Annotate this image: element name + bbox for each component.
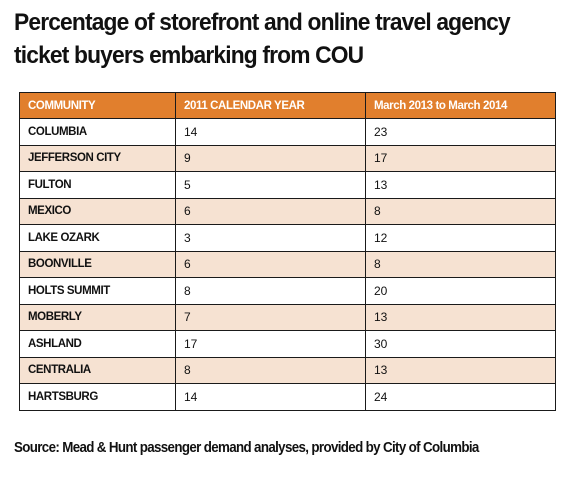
value-2013-2014-cell: 17 (365, 144, 556, 172)
value-2013-2014-cell: 8 (365, 250, 556, 278)
community-cell: CENTRALIA (19, 356, 176, 384)
data-table: COMMUNITY 2011 CALENDAR YEAR March 2013 … (19, 92, 556, 411)
value-2011-cell: 7 (175, 303, 366, 331)
value-2011-cell: 8 (175, 277, 366, 305)
value-2011-cell: 5 (175, 171, 366, 199)
table-row: HARTSBURG 14 24 (19, 383, 556, 411)
value-2011-cell: 9 (175, 144, 366, 172)
page-title: Percentage of storefront and online trav… (14, 6, 524, 72)
table-row: MEXICO 6 8 (19, 197, 556, 225)
value-2013-2014-cell: 24 (365, 383, 556, 411)
table-row: FULTON 5 13 (19, 171, 556, 199)
title-line-2: ticket buyers embarking from COU (14, 42, 364, 69)
value-2013-2014-cell: 23 (365, 118, 556, 146)
community-cell: BOONVILLE (19, 250, 176, 278)
value-2013-2014-cell: 13 (365, 356, 556, 384)
value-2011-cell: 6 (175, 197, 366, 225)
table-row: COLUMBIA 14 23 (19, 118, 556, 146)
community-cell: COLUMBIA (19, 118, 176, 146)
value-2013-2014-cell: 12 (365, 224, 556, 252)
table-row: HOLTS SUMMIT 8 20 (19, 277, 556, 305)
table-row: MOBERLY 7 13 (19, 303, 556, 331)
value-2011-cell: 6 (175, 250, 366, 278)
value-2011-cell: 14 (175, 118, 366, 146)
column-header-community: COMMUNITY (19, 92, 176, 119)
value-2013-2014-cell: 20 (365, 277, 556, 305)
table-row: LAKE OZARK 3 12 (19, 224, 556, 252)
column-header-2011: 2011 CALENDAR YEAR (175, 92, 366, 119)
community-cell: HARTSBURG (19, 383, 176, 411)
table-row: CENTRALIA 8 13 (19, 356, 556, 384)
community-cell: HOLTS SUMMIT (19, 277, 176, 305)
header-row: COMMUNITY 2011 CALENDAR YEAR March 2013 … (19, 92, 556, 119)
value-2013-2014-cell: 13 (365, 303, 556, 331)
value-2011-cell: 3 (175, 224, 366, 252)
community-cell: MOBERLY (19, 303, 176, 331)
title-line-1: Percentage of storefront and online trav… (14, 9, 511, 36)
community-cell: FULTON (19, 171, 176, 199)
value-2013-2014-cell: 13 (365, 171, 556, 199)
value-2011-cell: 14 (175, 383, 366, 411)
community-cell: JEFFERSON CITY (19, 144, 176, 172)
community-cell: LAKE OZARK (19, 224, 176, 252)
table-row: JEFFERSON CITY 9 17 (19, 144, 556, 172)
table-row: BOONVILLE 6 8 (19, 250, 556, 278)
source-note: Source: Mead & Hunt passenger demand ana… (14, 440, 479, 456)
value-2013-2014-cell: 8 (365, 197, 556, 225)
community-cell: ASHLAND (19, 330, 176, 358)
value-2011-cell: 17 (175, 330, 366, 358)
column-header-2013-2014: March 2013 to March 2014 (365, 92, 556, 119)
value-2013-2014-cell: 30 (365, 330, 556, 358)
table-row: ASHLAND 17 30 (19, 330, 556, 358)
value-2011-cell: 8 (175, 356, 366, 384)
community-cell: MEXICO (19, 197, 176, 225)
